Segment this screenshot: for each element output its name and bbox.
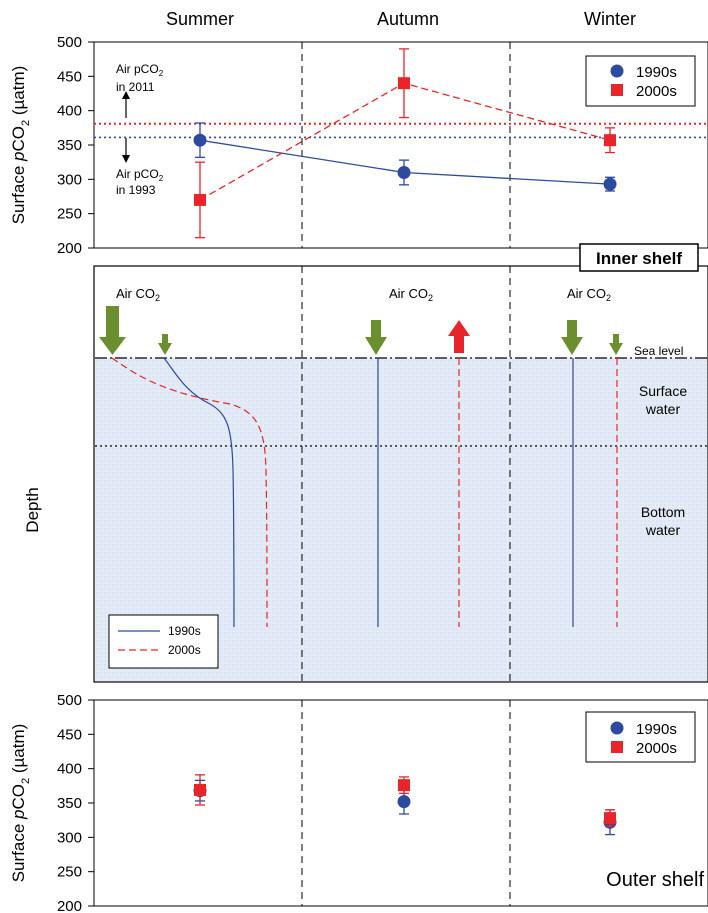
top-point-2000s xyxy=(194,193,206,206)
top-y-axis-label: Surface pCO2 (µatm) xyxy=(9,66,32,225)
top-point-1990s xyxy=(603,177,617,191)
season-header-winter: Winter xyxy=(584,9,636,29)
bottom-y-tick-label: 450 xyxy=(57,726,82,743)
bottom-water-label-line1: Bottom xyxy=(641,504,685,520)
surface-water-label-line2: water xyxy=(645,401,681,417)
inner-shelf-title: Inner shelf xyxy=(596,249,682,268)
top-y-tick-label: 300 xyxy=(57,171,82,188)
bottom-legend-2000s-marker xyxy=(611,741,623,753)
top-y-tick-label: 200 xyxy=(57,240,82,257)
top-point-1990s xyxy=(397,165,411,179)
bottom-y-tick-label: 250 xyxy=(57,864,82,881)
season-header-summer: Summer xyxy=(166,9,234,29)
top-y-tick-label: 350 xyxy=(57,137,82,154)
summer-profile-1990s xyxy=(163,357,235,628)
air-co2-label-autumn: Air CO2 xyxy=(389,286,433,303)
depth-axis-label: Depth xyxy=(23,487,42,532)
outer-shelf-label: Outer shelf xyxy=(606,869,704,891)
bottom-legend-1990s-marker xyxy=(610,721,624,735)
top-y-tick-label: 400 xyxy=(57,103,82,120)
bottom-y-axis: 200 250 300 350 400 450 500 xyxy=(57,692,94,913)
sea-level-label: Sea level xyxy=(634,344,683,358)
top-legend-2000s: 2000s xyxy=(636,83,677,100)
bottom-point-2000s xyxy=(604,812,616,825)
top-series-line-2000s xyxy=(199,82,611,201)
schematic-legend-2000s: 2000s xyxy=(168,643,201,657)
bottom-y-axis-label: Surface pCO2 (µatm) xyxy=(9,724,32,883)
bottom-point-2000s xyxy=(398,779,410,792)
air-2011-arrowhead xyxy=(122,91,130,99)
inner-shelf-title-box xyxy=(579,243,699,272)
bottom-legend-box xyxy=(585,711,696,763)
top-y-tick-label: 250 xyxy=(57,206,82,223)
top-legend-1990s: 1990s xyxy=(636,64,677,81)
top-y-tick-label: 500 xyxy=(57,34,82,51)
autumn-down-flux-arrow xyxy=(365,320,387,355)
bottom-point-2000s xyxy=(194,783,206,796)
bottom-point-1990s xyxy=(397,795,411,809)
top-y-tick-label: 450 xyxy=(57,68,82,85)
bottom-y-tick-label: 350 xyxy=(57,795,82,812)
bottom-legend-2000s: 2000s xyxy=(636,740,677,757)
top-point-2000s xyxy=(398,77,410,90)
bottom-y-tick-label: 200 xyxy=(57,898,82,913)
summer-profile-2000s xyxy=(111,357,268,628)
summer-large-flux-arrow xyxy=(99,306,126,355)
schematic-panel: Inner shelf Depth Air CO2 Air CO2 Air CO… xyxy=(23,243,708,683)
bottom-water-label-line2: water xyxy=(645,522,681,538)
bottom-panel: 200 250 300 350 400 450 500 Surface pCO2 (µatm… xyxy=(9,692,708,913)
season-header-autumn: Autumn xyxy=(377,9,439,29)
top-legend-1990s-marker xyxy=(610,64,624,78)
top-legend-box xyxy=(585,55,696,107)
air-co2-label-summer: Air CO2 xyxy=(116,286,160,303)
top-point-2000s xyxy=(604,134,616,147)
surface-water-label-line1: Surface xyxy=(639,383,687,399)
top-point-1990s xyxy=(193,133,207,147)
bottom-y-tick-label: 300 xyxy=(57,829,82,846)
bottom-y-tick-label: 400 xyxy=(57,761,82,778)
top-legend-2000s-marker xyxy=(611,84,623,96)
air-1993-annotation-year: in 1993 xyxy=(116,183,156,197)
air-co2-label-winter: Air CO2 xyxy=(567,286,611,303)
schematic-legend-box xyxy=(108,614,219,669)
top-y-axis: 200 250 300 350 400 450 500 xyxy=(57,34,94,257)
bottom-legend-1990s: 1990s xyxy=(636,721,677,738)
schematic-legend-1990s: 1990s xyxy=(168,624,201,638)
air-1993-annotation: Air pCO2 xyxy=(116,167,164,183)
winter-down-flux-arrow xyxy=(561,320,583,355)
top-panel: 200 250 300 350 400 450 500 Surface pCO2 (µatm… xyxy=(9,34,708,257)
summer-small-flux-arrow xyxy=(158,334,172,355)
air-2011-annotation-year: in 2011 xyxy=(116,80,155,94)
bottom-y-tick-label: 500 xyxy=(57,692,82,709)
air-1993-arrowhead xyxy=(122,155,130,163)
winter-small-flux-arrow xyxy=(609,334,623,355)
autumn-up-flux-arrow xyxy=(448,320,470,353)
air-2011-annotation: Air pCO2 xyxy=(116,62,164,78)
